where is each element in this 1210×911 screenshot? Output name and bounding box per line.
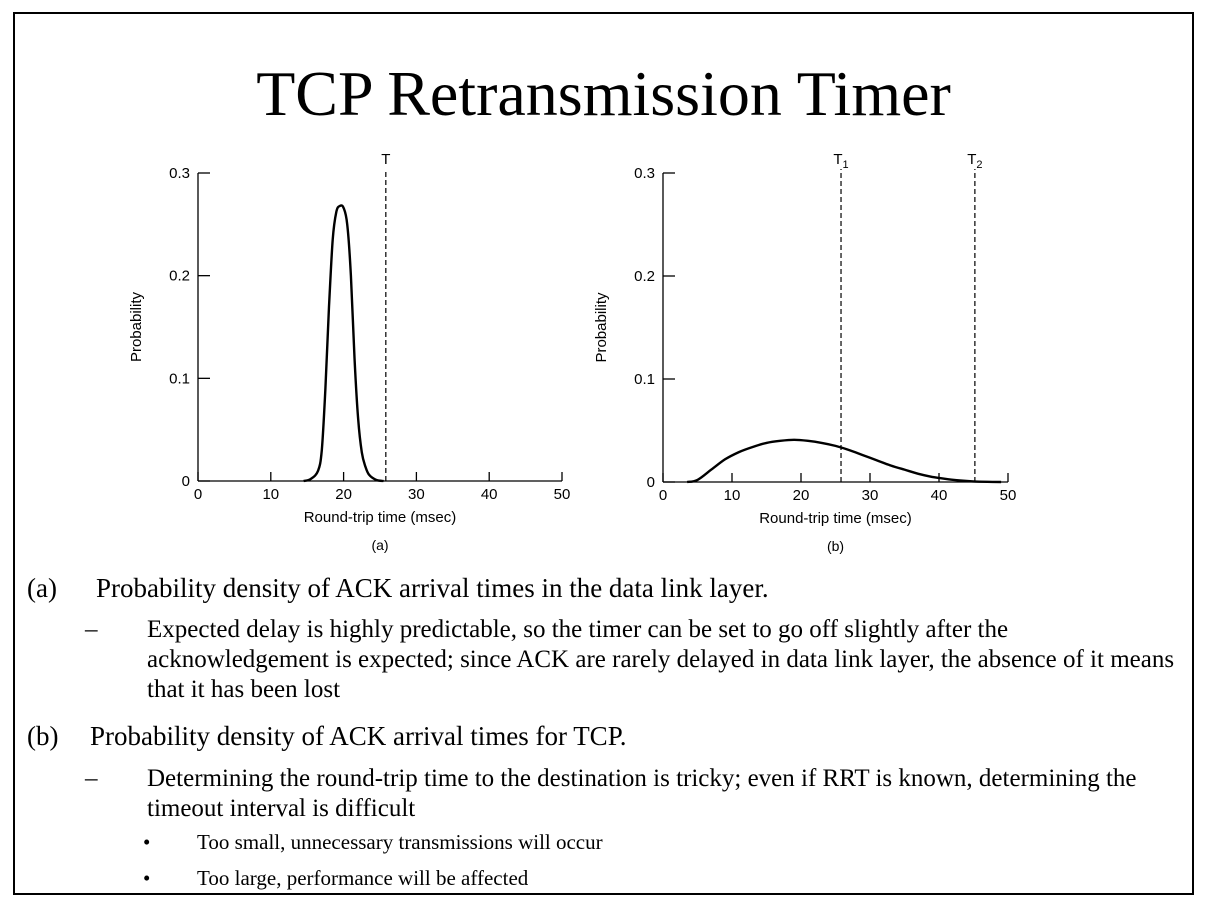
y-tick-label: 0.2 [169,268,190,285]
threshold-label: T1 [833,151,848,171]
bullet-b-text: Probability density of ACK arrival times… [90,721,627,751]
y-tick-label: 0.3 [634,165,655,182]
panel-label: (b) [827,538,844,554]
probability-curve [686,438,1002,484]
y-axis-label: Probability [593,292,610,363]
slide: TCP Retransmission Timer [13,12,1194,895]
bullet-a-text: Probability density of ACK arrival times… [96,573,769,603]
bullet-a-label: (a) [27,573,57,603]
y-tick-label: 0.3 [169,165,190,182]
dash-marker: – [85,616,98,643]
threshold-label: T2 [967,151,982,171]
threshold-subscript: 1 [843,159,849,171]
x-tick-label: 20 [793,487,810,504]
probability-curve [303,204,384,483]
x-axis-label: Round-trip time (msec) [759,510,912,527]
x-tick-label: 10 [724,487,741,504]
bullet-b-label: (b) [27,721,59,751]
bullet-dot: • [143,866,151,890]
y-axis-label: Probability [128,291,145,362]
y-tick-label: 0 [647,474,655,491]
y-tick-label: 0.1 [169,370,190,387]
x-tick-label: 50 [1000,487,1017,504]
x-tick-label: 30 [862,487,879,504]
x-tick-label: 0 [659,487,667,504]
y-tick-label: 0.1 [634,371,655,388]
y-tick-label: 0.2 [634,268,655,285]
bullet-a-sub-text: Expected delay is highly predictable, so… [147,616,1175,703]
slide-title: TCP Retransmission Timer [256,58,951,129]
x-tick-label: 10 [262,486,279,503]
x-tick-label: 50 [554,486,571,503]
bullet-b-item-1-text: Too small, unnecessary transmissions wil… [197,830,603,854]
bullet-b-sub-text: Determining the round-trip time to the d… [147,765,1137,822]
x-tick-label: 40 [481,486,498,503]
x-axis-label: Round-trip time (msec) [304,509,457,526]
threshold-subscript: 2 [976,159,982,171]
dash-marker: – [85,765,98,792]
chart-a: 0 10 20 30 40 50 0 0.1 0.2 0.3 Round-trip time (ms… [128,151,570,553]
bullet-b-item-2-text: Too large, performance will be affected [197,866,529,890]
panel-label: (a) [371,537,388,553]
y-tick-label: 0 [182,473,190,490]
x-tick-label: 20 [335,486,352,503]
chart-b: 0 10 20 30 40 50 0 0.1 0.2 0.3 Round-trip time (ms… [593,151,1016,554]
x-tick-label: 0 [194,486,202,503]
threshold-label: T [381,151,390,168]
bullet-dot: • [143,830,151,854]
x-tick-label: 40 [931,487,948,504]
x-tick-label: 30 [408,486,425,503]
